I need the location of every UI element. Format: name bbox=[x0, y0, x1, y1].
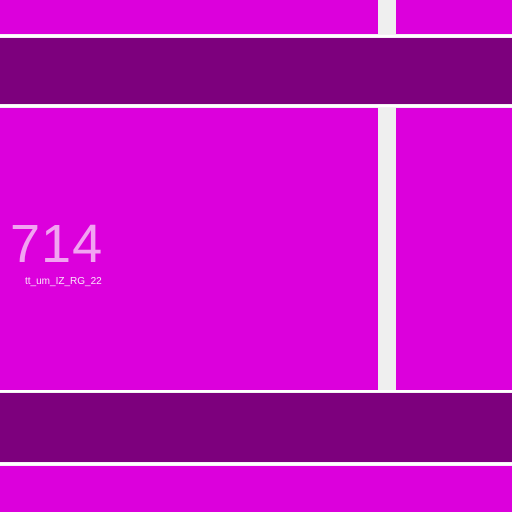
tile-top-right[interactable] bbox=[396, 0, 512, 34]
vertical-gap-middle bbox=[378, 108, 396, 390]
divider-line bbox=[0, 35, 512, 37]
tile-top-left[interactable] bbox=[0, 0, 378, 34]
tile-value: 714 bbox=[10, 214, 104, 274]
tile-main[interactable] bbox=[0, 108, 378, 390]
tile-middle-right[interactable] bbox=[396, 108, 512, 390]
dark-band-lower[interactable] bbox=[0, 393, 512, 462]
dark-band-upper[interactable] bbox=[0, 38, 512, 104]
tile-caption: tt_um_IZ_RG_22 bbox=[25, 276, 102, 287]
divider-line bbox=[0, 105, 512, 107]
divider-line bbox=[0, 463, 512, 465]
tile-bottom[interactable] bbox=[0, 466, 512, 512]
divider-line bbox=[0, 390, 512, 392]
vertical-gap-top bbox=[378, 0, 396, 34]
